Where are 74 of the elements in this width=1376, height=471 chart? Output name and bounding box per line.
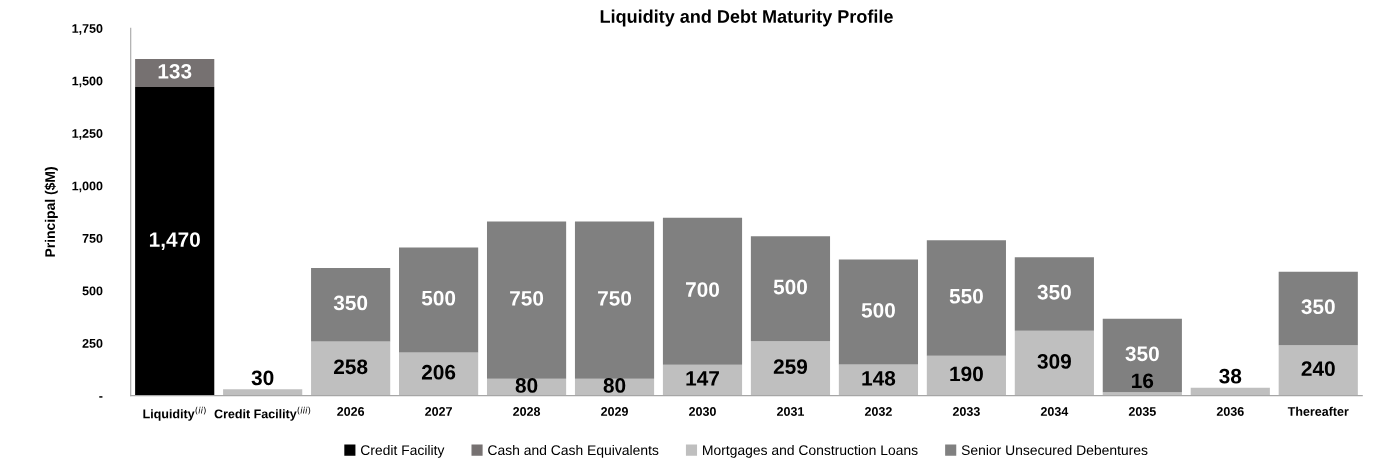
data-label: 309 xyxy=(1037,354,1071,369)
x-tick-label: 2030 xyxy=(689,407,716,416)
data-label: 190 xyxy=(950,366,983,382)
bar xyxy=(135,87,215,396)
y-tick-label: 1,750 xyxy=(72,24,103,35)
data-label: 259 xyxy=(773,359,808,375)
data-label: 133 xyxy=(158,63,192,79)
data-label: 240 xyxy=(1301,361,1335,377)
x-tick-label: 2032 xyxy=(864,407,892,416)
x-tick-label: 2033 xyxy=(952,407,980,416)
x-tick-label: 2026 xyxy=(337,407,365,416)
bar xyxy=(926,355,1006,396)
y-tick-label: 1,000 xyxy=(72,181,103,193)
data-label: 258 xyxy=(333,359,368,375)
data-label: 550 xyxy=(949,288,983,304)
bar xyxy=(486,221,567,379)
legend-label: Credit Facility xyxy=(360,444,445,458)
bar xyxy=(1278,345,1358,396)
y-axis-title: Principal ($M) xyxy=(44,167,58,257)
data-label: 80 xyxy=(515,378,538,393)
bar xyxy=(574,221,655,379)
x-tick-label: Credit Facility$^{(iii)}$ xyxy=(214,406,311,421)
x-tick-label: Liquidity$^{(ii)}$ xyxy=(143,406,206,421)
y-tick-label: 750 xyxy=(82,233,103,243)
bar xyxy=(750,341,831,396)
data-label: 500 xyxy=(421,290,456,306)
y-tick-label: 500 xyxy=(82,286,103,296)
bar xyxy=(662,217,743,365)
x-tick-label: 2034 xyxy=(1040,407,1069,416)
bar xyxy=(1102,318,1182,393)
data-label: 30 xyxy=(251,370,274,386)
y-tick-label: - xyxy=(99,396,103,398)
data-label: 700 xyxy=(686,282,720,297)
bar xyxy=(135,59,215,88)
bar xyxy=(311,341,391,396)
legend-label: Mortgages and Construction Loans xyxy=(703,444,918,458)
bar xyxy=(1278,271,1358,346)
y-tick-label: 250 xyxy=(82,338,103,348)
bar xyxy=(926,240,1006,356)
x-tick-label: 2031 xyxy=(776,407,805,416)
data-label: 750 xyxy=(598,290,632,306)
data-label: 148 xyxy=(862,370,896,386)
data-label: 500 xyxy=(861,302,895,318)
bar xyxy=(399,247,479,353)
x-tick-label: 2035 xyxy=(1128,407,1156,416)
x-tick-label: Thereafter xyxy=(1287,406,1349,416)
data-label: 38 xyxy=(1219,368,1242,384)
bar xyxy=(1014,257,1094,331)
data-label: 206 xyxy=(421,364,456,380)
legend-label: Cash and Cash Equivalents xyxy=(488,444,659,458)
legend-label: Senior Unsecured Debentures xyxy=(961,444,1148,456)
data-label: 1,470 xyxy=(149,232,200,250)
bar xyxy=(311,268,391,342)
chart-title: Liquidity and Debt Maturity Profile xyxy=(600,9,893,27)
bar xyxy=(1014,330,1094,396)
data-label: 750 xyxy=(510,290,544,306)
data-label: 350 xyxy=(1125,346,1159,362)
x-tick-label: 2027 xyxy=(425,407,452,416)
data-label: 147 xyxy=(686,371,719,386)
bar xyxy=(223,389,303,396)
x-tick-label: 2029 xyxy=(601,407,628,416)
x-tick-label: 2028 xyxy=(513,407,541,416)
data-label: 350 xyxy=(1037,284,1071,300)
y-tick-label: 1,500 xyxy=(72,76,103,88)
data-label: 350 xyxy=(333,295,368,311)
data-label: 350 xyxy=(1301,299,1335,315)
bar xyxy=(838,259,919,365)
x-tick-label: 2036 xyxy=(1216,407,1244,416)
data-label: 80 xyxy=(603,378,626,393)
y-tick-label: 1,250 xyxy=(72,129,103,140)
data-label: 16 xyxy=(1132,373,1154,389)
data-label: 500 xyxy=(773,279,807,295)
bar xyxy=(750,236,831,342)
bar xyxy=(399,352,479,396)
